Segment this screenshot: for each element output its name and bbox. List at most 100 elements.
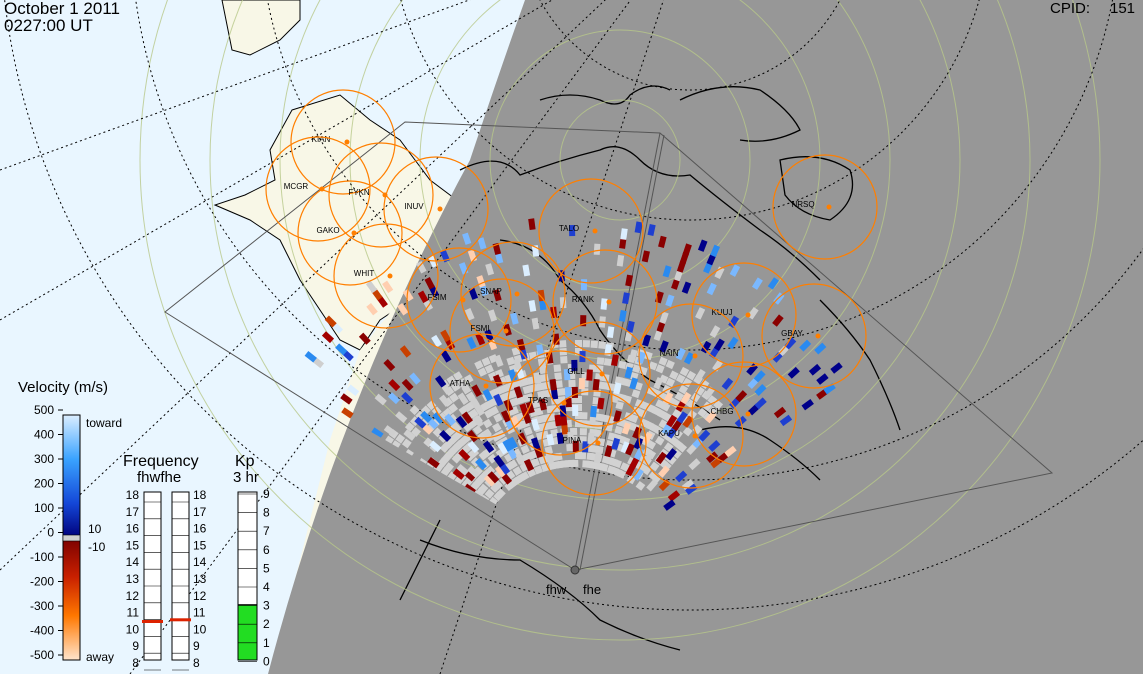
echo-cell	[629, 377, 639, 390]
station-coverage-circle	[328, 142, 434, 248]
echo-cell	[467, 440, 480, 454]
frequency-tick-label-right: 17	[193, 505, 207, 519]
echo-cell	[494, 386, 504, 396]
echo-cell	[522, 385, 532, 395]
echo-cell	[587, 432, 595, 445]
frequency-legend-subtitle: fhwfhe	[137, 469, 181, 486]
station-marker	[592, 228, 598, 234]
echo-cell	[475, 458, 487, 471]
echo-cell	[618, 360, 627, 370]
echo-cell	[571, 459, 579, 468]
radar-label-fhe: fhe	[583, 582, 601, 597]
echo-cell	[669, 370, 679, 380]
kp-tick-label: 3	[263, 599, 270, 613]
echo-cell	[304, 350, 317, 363]
echo-cell	[545, 452, 555, 465]
echo-cell	[593, 451, 602, 464]
station-marker	[606, 299, 612, 305]
kp-legend: Kp 3 hr 9 8 7 6 5 4 3 2 1 0	[233, 453, 270, 668]
velocity-tick-label: 0	[47, 526, 54, 540]
echo-cell	[593, 429, 602, 438]
echo-cell	[665, 377, 676, 388]
echo-cell	[464, 308, 475, 321]
echo-cell	[524, 393, 534, 402]
echo-cell	[508, 459, 518, 470]
station-label: FYKN	[348, 188, 370, 197]
echo-cell	[444, 413, 456, 426]
echo-cell	[663, 442, 674, 452]
kp-ticks: 9 8 7 6 5 4 3 2 1 0	[238, 487, 270, 668]
kp-tick-label: 0	[263, 654, 270, 668]
echo-cell	[510, 312, 519, 325]
echo-cell	[641, 465, 652, 476]
echo-cell	[613, 382, 622, 395]
echo-cell	[666, 414, 678, 428]
echo-cell	[685, 483, 698, 495]
echo-cell	[477, 237, 487, 250]
kp-tick-label: 9	[263, 487, 270, 501]
frequency-tick-label-left: 10	[126, 622, 140, 636]
echo-cell	[697, 407, 708, 418]
echo-cell	[616, 254, 625, 267]
echo-cell	[614, 425, 624, 435]
frequency-tick-label-left: 18	[126, 488, 140, 502]
station-coverage-circle	[297, 180, 403, 286]
echo-cell	[708, 439, 721, 452]
echo-cell	[695, 307, 706, 320]
echo-cell	[735, 390, 748, 403]
echo-cell	[646, 440, 657, 450]
echo-cell	[779, 414, 793, 427]
echo-cell	[452, 468, 466, 480]
station-label: TALO	[559, 224, 579, 233]
echo-cell	[675, 373, 686, 384]
echo-cell	[665, 359, 675, 370]
station-marker	[745, 312, 751, 318]
velocity-ticks: 500 400 300 200 100 0 -100 -200 -300 -400 -500	[30, 403, 63, 662]
echo-cell	[646, 386, 656, 396]
echo-cell	[678, 384, 689, 395]
station-label: FSIM	[427, 293, 446, 302]
velocity-tick-label: 100	[34, 501, 54, 515]
velocity-tick-label: 500	[34, 403, 54, 417]
echo-cell	[682, 243, 692, 256]
echo-cell	[489, 406, 500, 416]
frequency-tick-label-right: 9	[193, 639, 200, 653]
echo-cell	[533, 465, 543, 475]
echo-cell	[555, 380, 563, 388]
echo-cell	[571, 386, 578, 398]
negative-threshold-label: -10	[88, 540, 106, 554]
echo-cell	[714, 266, 725, 280]
echo-cell	[628, 349, 638, 362]
echo-cell	[516, 338, 526, 351]
echo-cell	[784, 337, 797, 350]
station-label: KAPU	[658, 429, 680, 438]
echo-cell	[455, 415, 468, 429]
station-coverage-circle	[538, 178, 644, 284]
echo-cell	[482, 440, 495, 453]
station-coverage-circle	[691, 262, 797, 368]
echo-cell	[622, 292, 630, 305]
echo-cell	[477, 367, 488, 377]
echo-cell	[549, 378, 558, 391]
echo-cell	[554, 414, 562, 427]
cpid-value: 151	[1110, 0, 1136, 17]
kp-tick-label: 5	[263, 561, 270, 575]
station-coverage-circle	[290, 89, 396, 195]
frequency-tick-label-left: 8	[132, 656, 139, 670]
frequency-legend: Frequency fhwfhe 18 18 17 17 16 16 15 15 14 14 13 1…	[123, 453, 207, 671]
kp-tick-label: 8	[263, 506, 270, 520]
echo-cell	[440, 350, 452, 363]
velocity-tick-label: 300	[34, 452, 54, 466]
echo-cell	[485, 263, 495, 276]
echo-cell	[598, 341, 606, 349]
station-marker	[745, 411, 751, 417]
kp-legend-title: Kp	[235, 453, 255, 470]
echo-cell	[709, 325, 721, 338]
station-coverage-circle	[449, 278, 555, 384]
echo-cell	[572, 404, 579, 416]
station-marker	[826, 204, 832, 210]
frequency-tick-label-right: 15	[193, 538, 207, 552]
chukotka-land	[221, 0, 301, 56]
echo-cell	[772, 314, 784, 327]
echo-cell	[724, 445, 737, 458]
